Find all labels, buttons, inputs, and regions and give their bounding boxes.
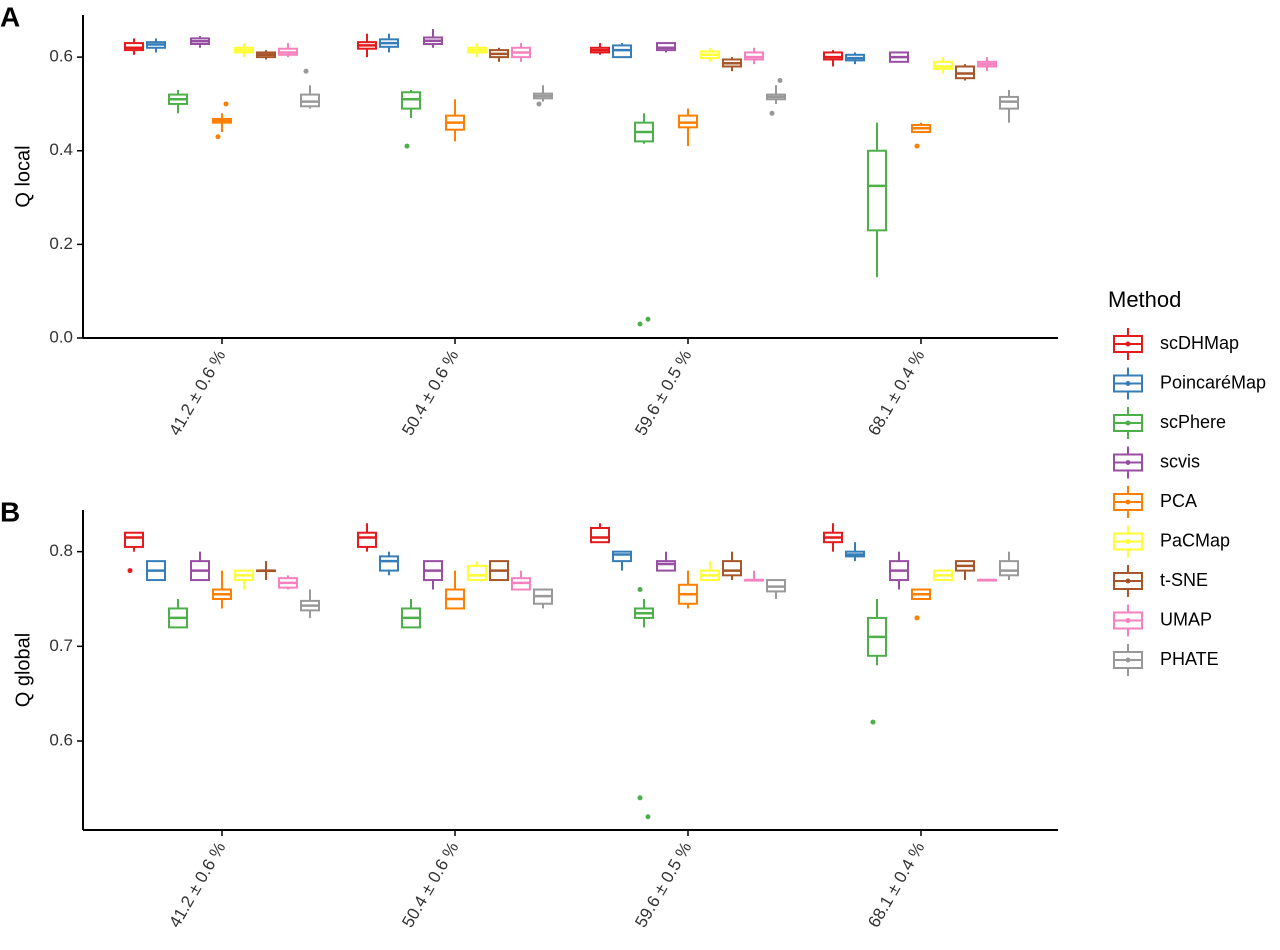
legend-key [1125,460,1131,465]
legend-key [1125,420,1131,426]
legend-label: scvis [1160,451,1200,471]
y-tick-label: 0.6 [49,47,73,66]
y-axis-label: Q global [12,633,34,708]
y-tick-label: 0.6 [49,730,73,749]
x-tick-label: 68.1 ± 0.4 % [864,839,928,931]
outlier [303,68,309,74]
y-tick-label: 0.4 [49,140,73,159]
outlier [645,814,651,820]
box [379,555,399,572]
y-tick-label: 0.0 [49,327,73,346]
x-tick-label: 59.6 ± 0.5 % [631,839,695,931]
outlier [536,101,542,107]
box [867,149,887,232]
outlier [637,321,643,327]
legend-label: t-SNE [1160,570,1208,590]
outlier [637,795,643,801]
outlier [777,78,783,84]
outlier [637,587,643,593]
box [124,531,144,548]
outlier [914,615,920,621]
outlier [769,110,775,116]
legend-label: scPhere [1160,412,1226,432]
x-tick-label: 50.4 ± 0.6 % [398,839,462,931]
box [467,564,487,582]
legend-label: PoincaréMap [1160,372,1266,392]
legend-label: PaCMap [1160,530,1230,550]
outlier [645,316,651,322]
legend-key [1125,539,1131,544]
legend-label: scDHMap [1160,333,1239,353]
outlier [215,134,221,140]
legend-title: Method [1108,287,1181,312]
x-tick-label: 50.4 ± 0.6 % [398,347,462,439]
y-tick-label: 0.8 [49,541,73,560]
outlier [223,101,229,107]
outlier [914,143,920,149]
legend-label: PCA [1160,491,1197,511]
legend-key [1125,657,1131,663]
outlier [127,568,133,574]
legend-key [1125,578,1131,584]
x-tick-label: 41.2 ± 0.6 % [165,347,229,439]
legend-label: UMAP [1160,609,1212,629]
outlier [404,143,410,149]
panel-label: B [0,496,20,527]
outlier [870,719,876,725]
box [590,526,610,544]
box [612,550,632,563]
box [999,560,1019,577]
y-tick-label: 0.7 [49,636,73,655]
y-axis-label: Q local [12,145,34,207]
box [722,560,742,577]
box [656,560,676,572]
legend-key [1125,341,1131,347]
legend-key [1125,499,1131,505]
x-tick-label: 68.1 ± 0.4 % [864,347,928,439]
legend-key [1125,618,1131,623]
x-tick-label: 59.6 ± 0.5 % [631,347,695,439]
x-tick-label: 41.2 ± 0.6 % [165,839,229,931]
box [357,531,377,548]
panel-label: A [0,1,20,32]
y-tick-label: 0.2 [49,234,73,253]
legend-key [1125,381,1131,386]
legend-label: PHATE [1160,649,1219,669]
